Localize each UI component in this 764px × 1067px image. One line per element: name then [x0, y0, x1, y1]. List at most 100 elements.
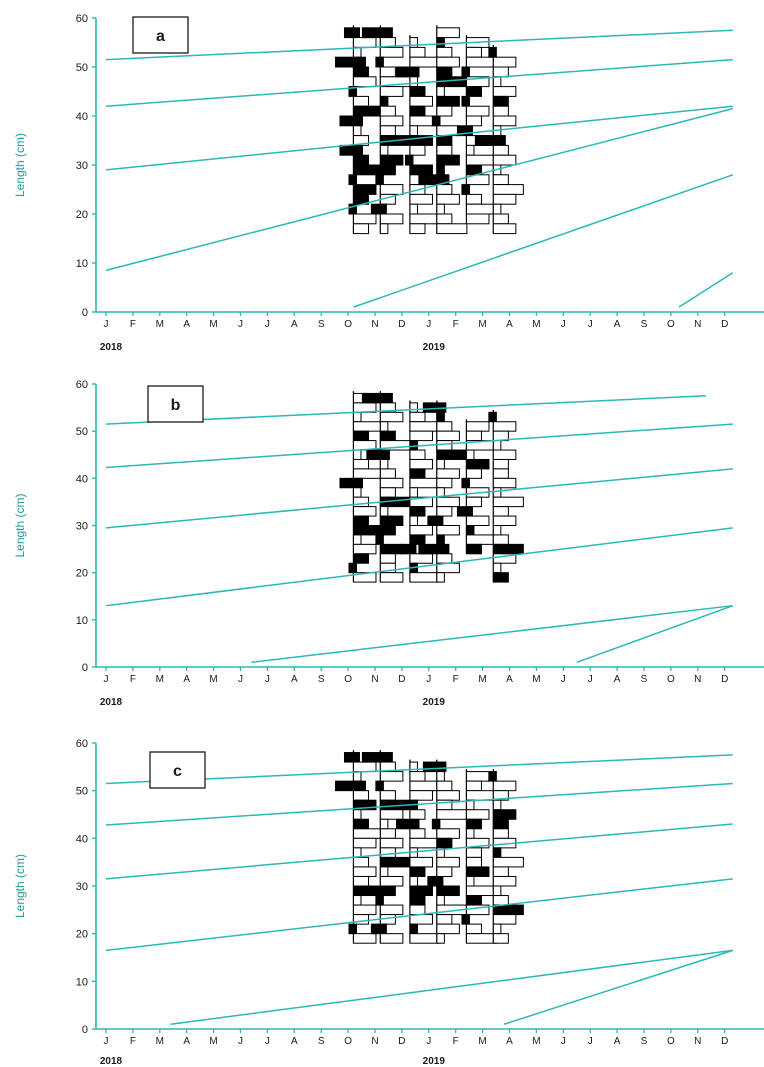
histogram-bar	[353, 819, 368, 829]
x-tick-label: D	[721, 1036, 728, 1047]
chart-panel-b: 0102030405060Length (cm)J F M A M J J A S O N D J F M A…	[13, 379, 764, 708]
histogram-bar	[353, 224, 368, 234]
histogram-bar	[410, 838, 440, 848]
histogram-bar	[437, 57, 460, 67]
histogram-bar	[410, 829, 425, 839]
length-frequency-histogram	[457, 35, 496, 224]
histogram-bar	[362, 753, 392, 763]
histogram-bar	[437, 422, 452, 431]
growth-curve	[504, 950, 733, 1024]
histogram-bar	[353, 934, 376, 944]
histogram-bar	[493, 867, 508, 877]
x-tick-label: S	[318, 674, 325, 685]
x-tick-label: M	[156, 674, 164, 685]
histogram-bar	[380, 791, 395, 801]
histogram-bar	[466, 772, 489, 782]
histogram-bar	[410, 905, 425, 915]
histogram-bar	[380, 165, 395, 175]
histogram-bar	[437, 155, 460, 165]
histogram-bar	[335, 781, 365, 791]
histogram-bar	[349, 563, 357, 572]
x-tick-label: J	[265, 674, 270, 685]
x-tick-label: M	[478, 1036, 486, 1047]
histogram-bar	[437, 194, 460, 204]
histogram-bar	[437, 810, 467, 820]
x-tick-label: J	[588, 319, 593, 330]
y-tick-label: 10	[76, 258, 88, 270]
histogram-bar	[432, 116, 440, 126]
histogram-bar	[396, 819, 419, 829]
histogram-bar	[437, 829, 460, 839]
histogram-bar	[410, 781, 440, 791]
histogram-bar	[466, 450, 474, 459]
histogram-bar	[437, 772, 445, 782]
histogram-bar	[367, 450, 390, 459]
x-tick-label: N	[694, 1036, 701, 1047]
y-tick-label: 50	[76, 786, 88, 798]
x-tick-label: J	[588, 1036, 593, 1047]
histogram-bar	[353, 772, 361, 782]
histogram-bar	[437, 450, 467, 459]
histogram-bar	[428, 516, 443, 525]
histogram-bar	[437, 535, 445, 544]
histogram-bar	[493, 450, 516, 459]
histogram-bar	[380, 224, 388, 234]
x-tick-label: F	[453, 1036, 459, 1047]
histogram-bar	[380, 526, 395, 535]
histogram-bar	[353, 214, 376, 224]
histogram-bar	[437, 469, 460, 478]
x-tick-label: N	[371, 674, 378, 685]
histogram-bar	[410, 77, 418, 87]
histogram-bar	[380, 126, 395, 136]
histogram-bar	[466, 214, 489, 224]
y-tick-label: 10	[76, 976, 88, 988]
histogram-bar	[380, 829, 395, 839]
y-tick-label: 40	[76, 111, 88, 123]
histogram-bar	[437, 136, 452, 146]
histogram-bar	[462, 96, 470, 106]
histogram-bar	[380, 478, 403, 487]
histogram-bar	[353, 431, 368, 440]
histogram-bar	[462, 67, 470, 77]
histogram-bar	[466, 810, 489, 820]
year-label: 2019	[423, 697, 446, 708]
histogram-bar	[353, 829, 383, 839]
length-frequency-histogram	[457, 419, 496, 553]
x-tick-label: J	[426, 674, 431, 685]
histogram-bar	[380, 459, 388, 468]
y-axis-label: Length (cm)	[13, 133, 27, 197]
histogram-bar	[493, 106, 508, 116]
x-tick-label: J	[426, 319, 431, 330]
histogram-bar	[410, 554, 433, 563]
histogram-bar	[410, 896, 425, 906]
histogram-bar	[410, 573, 440, 582]
histogram-bar	[493, 934, 508, 944]
histogram-bar	[437, 886, 460, 896]
histogram-bar	[493, 905, 523, 915]
histogram-bar	[410, 145, 425, 155]
histogram-bar	[380, 507, 388, 516]
histogram-bar	[410, 403, 418, 412]
histogram-bar	[376, 57, 384, 67]
histogram-bar	[466, 886, 496, 896]
histogram-bar	[410, 106, 425, 116]
histogram-bar	[410, 87, 425, 97]
histogram-bar	[437, 441, 452, 450]
histogram-bar	[493, 214, 508, 224]
histogram-bar	[457, 507, 472, 516]
histogram-bar	[466, 516, 489, 525]
histogram-bar	[493, 876, 516, 886]
histogram-bar	[466, 924, 481, 934]
histogram-bar	[380, 516, 403, 525]
histogram-bar	[380, 819, 388, 829]
x-tick-label: O	[344, 319, 352, 330]
x-tick-label: F	[453, 674, 459, 685]
x-tick-label: S	[318, 319, 325, 330]
histogram-bar	[410, 810, 425, 820]
histogram-bar	[353, 488, 361, 497]
histogram-bar	[362, 28, 392, 38]
y-tick-label: 20	[76, 929, 88, 941]
x-tick-label: D	[721, 319, 728, 330]
histogram-bar	[437, 431, 460, 440]
histogram-bar	[410, 214, 440, 224]
